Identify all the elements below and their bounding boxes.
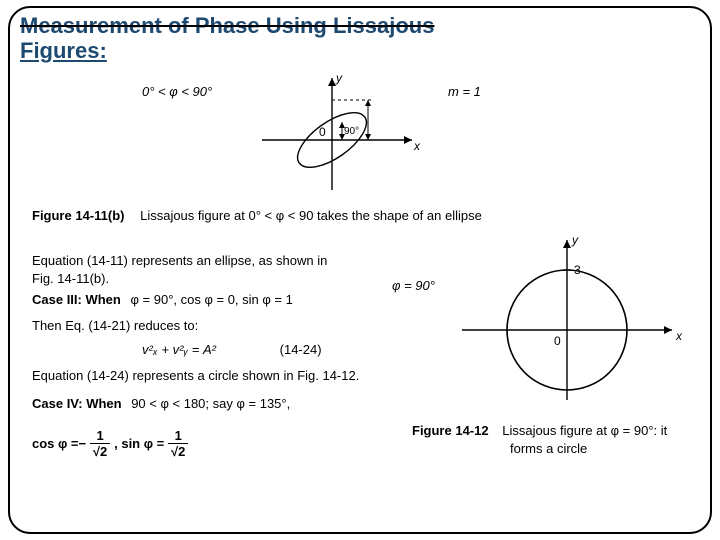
case4-line: Case IV: When 90 < φ < 180; say φ = 135°…: [32, 396, 290, 411]
eq-intro-1: Equation (14-11) represents an ellipse, …: [32, 253, 327, 268]
eq-14-24: v²ₓ + v²ᵧ = A² (14-24): [142, 342, 322, 357]
y-axis-label-11b: y: [335, 71, 343, 85]
origin-label-11b: 0: [319, 125, 326, 139]
phi-range-label: 0° < φ < 90°: [142, 84, 212, 99]
fig12-caption: Figure 14-12 Lissajous figure at φ = 90°…: [412, 422, 667, 457]
m-label: m = 1: [448, 84, 481, 99]
fig12-caption-1: Lissajous figure at φ = 90°: it: [502, 423, 667, 438]
cos-sin-values: cos φ = − 1 √2 , sin φ = 1 √2: [32, 428, 192, 459]
origin-label-12: 0: [554, 334, 561, 348]
sin-bot: √2: [171, 444, 185, 459]
circle-svg: 3 0 y x: [452, 230, 692, 410]
tick-3-label: 3: [574, 263, 581, 277]
fig12-caption-2: forms a circle: [510, 441, 587, 456]
eq-intro-2: Fig. 14-11(b).: [32, 271, 109, 286]
eq24-desc: Equation (14-24) represents a circle sho…: [32, 368, 359, 383]
inner-90-label: 90°: [344, 126, 359, 137]
eq-intro: Equation (14-11) represents an ellipse, …: [32, 252, 372, 288]
case3-line: Case III: When φ = 90°, cos φ = 0, sin φ…: [32, 292, 293, 307]
cos-top: 1: [96, 428, 103, 443]
slide-frame: Measurement of Phase Using Lissajous Fig…: [8, 6, 712, 534]
phi-90-label: φ = 90°: [392, 278, 435, 293]
ellipse-svg: 90° 0 y x: [252, 70, 432, 200]
sin-lhs: , sin φ =: [114, 436, 164, 451]
cos-lhs: cos φ =: [32, 436, 79, 451]
eq24-lhs: v²ₓ + v²ᵧ = A²: [142, 342, 216, 357]
title-line-2: Figures:: [20, 38, 107, 63]
cos-neg: −: [79, 436, 87, 451]
case3-eq: φ = 90°, cos φ = 0, sin φ = 1: [130, 292, 292, 307]
page-title: Measurement of Phase Using Lissajous Fig…: [20, 14, 700, 64]
case4-bold: Case IV: When: [32, 396, 122, 411]
fig11b-caption-text: Lissajous figure at 0° < φ < 90 takes th…: [140, 208, 482, 223]
fig11b-caption-bold: Figure 14-11(b): [32, 208, 124, 223]
case4-eq: 90 < φ < 180; say φ = 135°,: [131, 396, 290, 411]
x-axis-label-12: x: [675, 329, 683, 343]
cos-bot: √2: [93, 444, 107, 459]
x-axis-label-11b: x: [413, 139, 421, 153]
fig12-caption-bold: Figure 14-12: [412, 423, 489, 438]
eq24-num: (14-24): [280, 342, 322, 357]
fig11b-caption: Figure 14-11(b) Lissajous figure at 0° <…: [32, 208, 482, 223]
then-line: Then Eq. (14-21) reduces to:: [32, 318, 198, 333]
sin-top: 1: [175, 428, 182, 443]
figure-14-12: 3 0 y x: [452, 230, 692, 410]
title-line-1: Measurement of Phase Using Lissajous: [20, 13, 434, 38]
y-axis-label-12: y: [571, 233, 579, 247]
case3-bold: Case III: When: [32, 292, 121, 307]
figure-14-11b: 90° 0 y x: [252, 70, 432, 200]
content-area: 0° < φ < 90° m = 1: [32, 70, 688, 524]
